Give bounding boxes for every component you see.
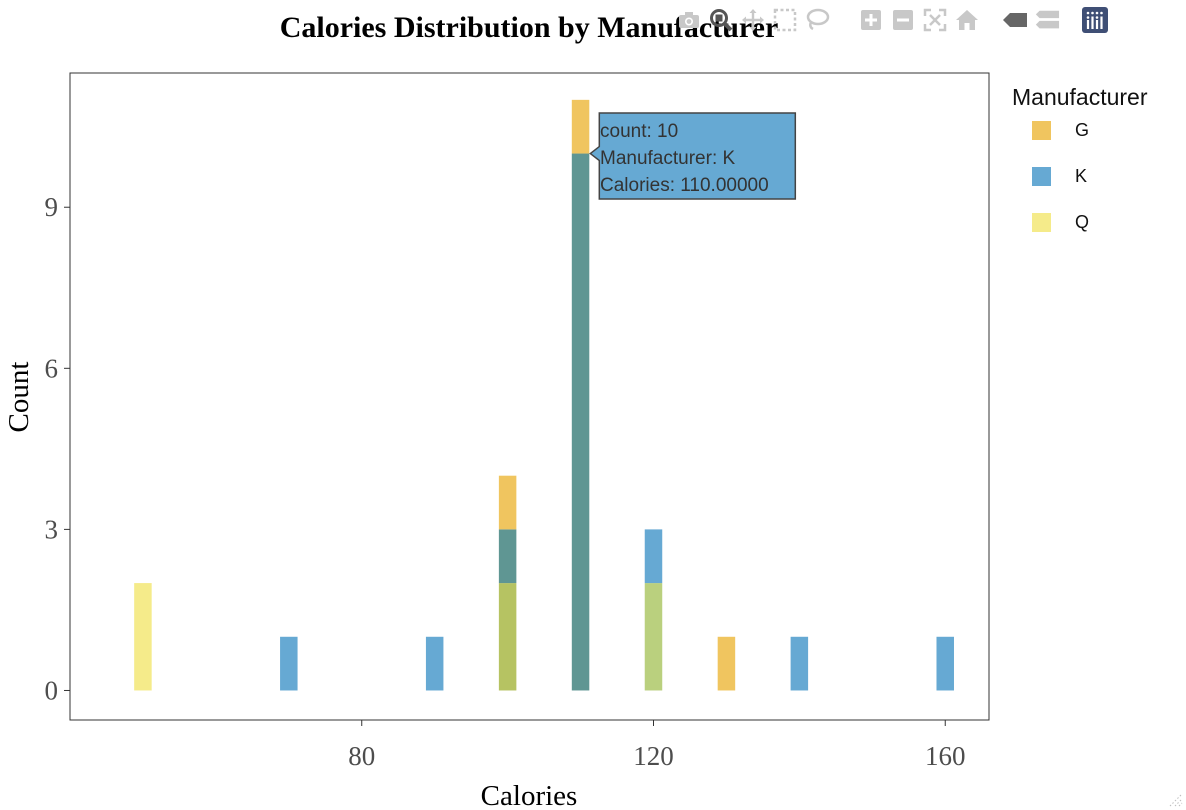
legend-label-k: K (1075, 166, 1088, 186)
histogram-bar-g-110[interactable] (571, 99, 590, 154)
legend-item-k[interactable]: K (1032, 166, 1087, 187)
reset-axes-icon[interactable] (954, 7, 980, 33)
histogram-bar-g-130[interactable] (717, 636, 736, 691)
histogram-bar-g-100[interactable] (498, 475, 517, 530)
histogram-bar-g-k-q-100[interactable] (498, 583, 517, 691)
pan-icon[interactable] (740, 7, 766, 33)
legend-swatch-q (1032, 213, 1051, 232)
legend-item-g[interactable]: G (1032, 120, 1089, 141)
y-tick-label-9: 9 (45, 192, 59, 222)
zoom-icon[interactable] (708, 7, 734, 33)
bars-layer (134, 99, 954, 691)
lasso-select-icon[interactable] (804, 7, 830, 33)
spike-lines-icon[interactable] (1002, 7, 1028, 33)
plot-area[interactable] (69, 72, 990, 721)
y-axis-title: Count (3, 362, 35, 433)
histogram-bar-k-70[interactable] (280, 636, 298, 691)
histogram-bar-g-k-110[interactable] (571, 153, 590, 691)
legend-label-g: G (1075, 120, 1090, 140)
y-axis: 0 3 6 9 (45, 192, 70, 705)
histogram-bar-k-160[interactable] (936, 636, 954, 691)
x-axis-title: Calories (481, 780, 578, 810)
hover-tooltip: count: 10 Manufacturer: K Calories: 110.… (589, 112, 797, 200)
modebar (676, 6, 1108, 34)
legend-label-q: Q (1075, 212, 1090, 232)
legend: Manufacturer G K Q (1012, 84, 1148, 232)
x-axis: 80 120 160 (348, 720, 965, 771)
legend-swatch-k (1032, 167, 1051, 186)
y-tick-label-0: 0 (45, 675, 59, 705)
x-tick-label-120: 120 (633, 741, 674, 771)
x-tick-label-80: 80 (348, 741, 375, 771)
legend-title: Manufacturer (1012, 84, 1148, 110)
histogram-bar-q-50[interactable] (134, 583, 152, 691)
histogram-bar-k-120[interactable] (644, 529, 663, 584)
legend-swatch-g (1032, 121, 1051, 140)
camera-icon[interactable] (676, 7, 702, 33)
y-tick-label-3: 3 (45, 514, 59, 544)
histogram-bar-k-140[interactable] (790, 636, 809, 691)
zoom-out-icon[interactable] (890, 7, 916, 33)
tooltip-line-manufacturer: Manufacturer: K (600, 148, 735, 169)
x-tick-label-160: 160 (925, 741, 966, 771)
tooltip-box (589, 112, 797, 200)
zoom-in-icon[interactable] (858, 7, 884, 33)
plotly-logo-icon[interactable] (1082, 7, 1108, 33)
histogram-bar-g-k-100[interactable] (498, 529, 517, 584)
autoscale-icon[interactable] (922, 7, 948, 33)
y-tick-label-6: 6 (45, 353, 59, 383)
histogram-bar-k-q-120[interactable] (644, 583, 663, 691)
tooltip-line-calories: Calories: 110.00000 (600, 175, 769, 196)
legend-item-q[interactable]: Q (1032, 212, 1089, 233)
box-select-icon[interactable] (772, 7, 798, 33)
histogram-bar-k-90[interactable] (425, 636, 444, 691)
tooltip-line-count: count: 10 (600, 121, 678, 142)
compare-hover-icon[interactable] (1034, 7, 1060, 33)
resize-handle-icon[interactable] (1169, 793, 1183, 807)
